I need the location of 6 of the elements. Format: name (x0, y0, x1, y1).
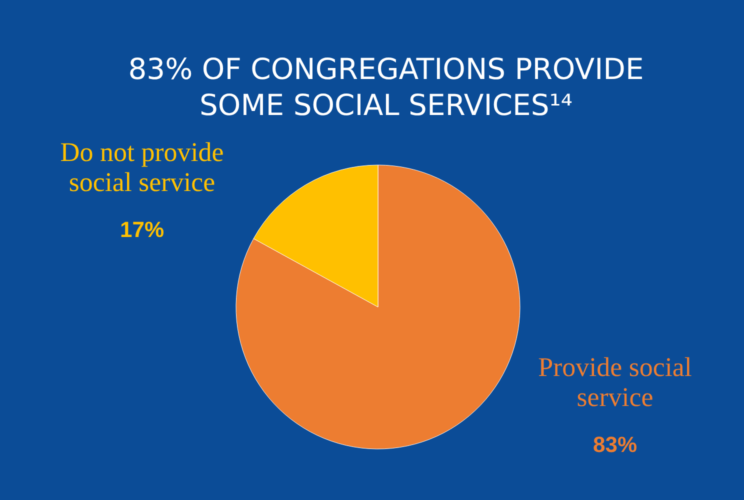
data-label: 17% (120, 217, 164, 242)
pie-slice (236, 164, 520, 450)
chart-title: 83% OF CONGREGATIONS PROVIDE SOME SOCIAL SERVICES¹⁴ (128, 52, 644, 122)
slice-label: Do not provide social service (60, 137, 224, 197)
data-label: 83% (592, 432, 638, 457)
slice-label: Provide social service (538, 352, 692, 412)
